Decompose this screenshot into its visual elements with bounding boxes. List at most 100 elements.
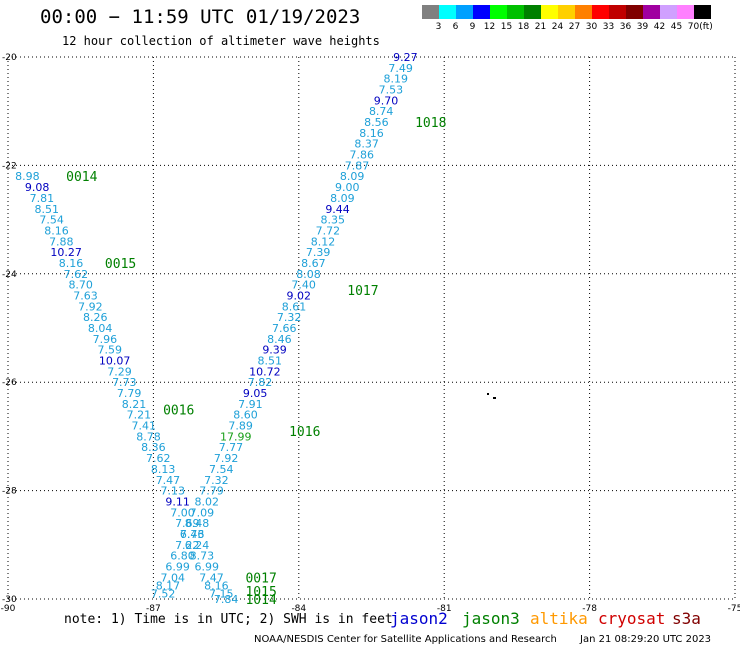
wave-height-value: 9.02 [287, 289, 312, 302]
wave-height-value: 8.36 [141, 441, 166, 454]
wave-height-value: 8.51 [35, 203, 60, 216]
map-title: 00:00 − 11:59 UTC 01/19/2023 [40, 6, 361, 28]
lon-tick-label: -84 [291, 604, 306, 614]
wave-height-value: 7.32 [204, 474, 229, 487]
satellite-name: jason3 [462, 609, 520, 628]
wave-height-value: 9.08 [25, 181, 50, 194]
legend-unit: (ft) [699, 22, 713, 32]
credit-line: NOAA/NESDIS Center for Satellite Applica… [254, 634, 557, 645]
legend-label: 36 [619, 22, 632, 32]
wave-height-value: 7.53 [379, 84, 404, 97]
wave-height-value: 7.00 [170, 506, 195, 519]
legend-swatch [643, 5, 660, 19]
legend-swatch [490, 5, 507, 19]
wave-height-value: 7.47 [199, 571, 224, 584]
wave-height-value: 9.70 [374, 94, 399, 107]
wave-height-value: 8.16 [204, 579, 229, 592]
wave-height-value: 8.16 [59, 257, 84, 270]
legend-label: 45 [670, 22, 683, 32]
wave-height-value: 7.69 [175, 517, 200, 530]
legend-label: 30 [585, 22, 598, 32]
wave-height-value: 9.39 [262, 344, 287, 357]
legend-label: 39 [636, 22, 649, 32]
pass-time-label: 1016 [289, 425, 320, 440]
pass-time-label: 1017 [347, 284, 378, 299]
wave-height-value: 8.19 [383, 73, 408, 86]
legend-label: 70 [687, 22, 700, 32]
wave-height-value: 7.59 [98, 344, 123, 357]
wave-height-value: 9.05 [243, 387, 268, 400]
lat-tick-label: -22 [2, 161, 17, 171]
wave-height-value: 8.13 [151, 463, 176, 476]
wave-height-value: 7.22 [175, 539, 200, 552]
wave-height-value: 8.12 [311, 235, 336, 248]
wave-height-value: 7.88 [49, 235, 74, 248]
wave-height-value: 8.56 [364, 116, 389, 129]
legend-swatch [439, 5, 456, 19]
wave-height-value: 7.54 [209, 463, 234, 476]
wave-height-value: 8.51 [257, 355, 282, 368]
wave-height-value: 7.43 [180, 528, 205, 541]
legend-label: 3 [435, 22, 442, 32]
pass-time-label: 0015 [105, 257, 136, 272]
wave-height-value: 8.46 [267, 333, 292, 346]
wave-height-value: 7.52 [151, 588, 176, 601]
generated-timestamp: Jan 21 08:29:20 UTC 2023 [580, 634, 712, 645]
pass-time-label: 1014 [245, 593, 276, 608]
legend-swatch [575, 5, 592, 19]
wave-height-value: 7.62 [146, 452, 171, 465]
pass-time-label: 0016 [163, 403, 194, 418]
wave-height-value: 10.07 [99, 355, 131, 368]
wave-height-value: 8.98 [15, 170, 40, 183]
wave-height-value: 8.60 [233, 409, 258, 422]
wave-height-value: 7.77 [219, 441, 244, 454]
wave-height-value: 7.73 [112, 376, 137, 389]
wave-height-value: 7.54 [39, 214, 64, 227]
legend-label: 12 [483, 22, 496, 32]
wave-height-value: 17.99 [220, 430, 252, 443]
wave-height-value: 7.41 [131, 420, 156, 433]
speck-mark [487, 393, 489, 395]
lon-tick-label: -78 [582, 604, 597, 614]
wave-height-value: 7.04 [161, 571, 186, 584]
wave-height-value: 8.09 [330, 192, 355, 205]
pass-time-label: 1018 [415, 116, 446, 131]
wave-height-value: 8.26 [83, 311, 108, 324]
wave-height-value: 6.80 [170, 550, 195, 563]
wave-height-value: 7.96 [93, 333, 118, 346]
lon-tick-label: -90 [1, 604, 16, 614]
wave-height-value: 8.78 [136, 430, 161, 443]
lat-tick-label: -28 [2, 487, 17, 497]
footer-note: note: 1) Time is in UTC; 2) SWH is in fe… [64, 612, 393, 627]
wave-height-value: 8.21 [122, 398, 147, 411]
satellite-name: cryosat [598, 609, 666, 628]
satellite-name: jason2 [390, 609, 448, 628]
wave-height-value: 8.67 [301, 257, 326, 270]
wave-height-value: 7.29 [107, 365, 132, 378]
wave-height-value: 7.40 [291, 279, 316, 292]
wave-height-value: 7.79 [117, 387, 142, 400]
wave-height-value: 8.74 [369, 105, 394, 118]
speck-mark [493, 397, 496, 399]
wave-height-value: 7.89 [228, 420, 253, 433]
wave-height-value: 8.16 [44, 224, 69, 237]
wave-height-value: 8.17 [156, 579, 181, 592]
legend-label: 9 [469, 22, 476, 32]
legend-swatch [660, 5, 677, 19]
legend-swatch [609, 5, 626, 19]
lon-tick-label: -75 [728, 604, 740, 614]
legend-swatch [473, 5, 490, 19]
lon-tick-label: -87 [146, 604, 161, 614]
legend-swatch [677, 5, 694, 19]
wave-height-value: 8.16 [359, 127, 384, 140]
wave-height-value: 8.48 [185, 517, 210, 530]
lat-tick-label: -26 [2, 378, 17, 388]
map-subtitle: 12 hour collection of altimeter wave hei… [62, 34, 380, 48]
wave-height-value: 7.79 [199, 485, 224, 498]
wave-height-value: 8.09 [340, 170, 365, 183]
wave-height-value: 7.63 [73, 289, 98, 302]
lat-tick-label: -30 [2, 595, 17, 605]
legend-label: 15 [500, 22, 513, 32]
legend-swatch [558, 5, 575, 19]
legend-label: 21 [534, 22, 547, 32]
